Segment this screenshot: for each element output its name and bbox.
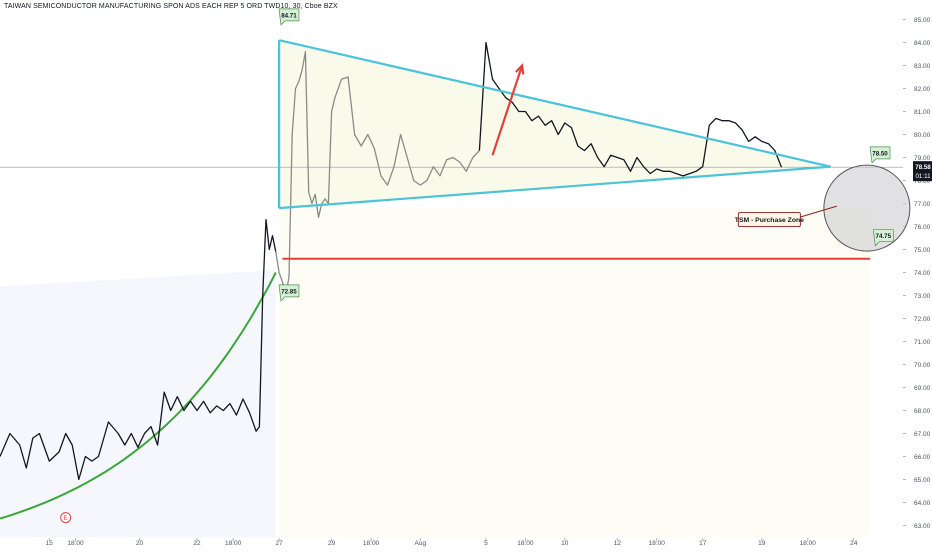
y-tick-label: 77.00 [914,201,931,208]
zone-fill-band [279,208,871,537]
triangle-lower-line [279,165,831,210]
price-label-box [872,229,894,247]
purchase-zone-circle [823,164,911,252]
y-tick-label: 82.00 [914,86,931,93]
x-tick-label: 20 [136,540,144,547]
last-price-countdown: 01:11 [915,173,931,180]
x-tick-label: 18:00 [363,540,380,547]
x-axis: 15 18:00 20 22 18:00 27 29 18:00 Aug 5 18:00 10 12 18… [46,538,858,547]
y-tick-label: 75.00 [914,247,931,254]
y-tick-label: 64.00 [914,500,931,507]
y-tick-label: 73.00 [914,293,931,300]
event-marker-circle [60,512,72,524]
y-tick-label: 68.00 [914,408,931,415]
purchase-zone-callout: TSM - Purchase Zone [735,205,838,228]
x-tick-label: 5 [484,540,488,547]
y-tick-label: 74.00 [914,270,931,277]
x-tick-label: 22 [193,540,201,547]
area-fill-left [0,270,276,537]
price-line-segment-2 [275,51,480,297]
x-tick-label: 29 [328,540,336,547]
callout-text: TSM - Purchase Zone [735,217,804,224]
x-tick-label: 24 [850,540,858,547]
price-label: 84.71 [278,8,300,26]
price-label-text: 78.50 [872,150,888,157]
x-tick-label: 10 [561,540,569,547]
x-tick-label: 18:00 [67,540,84,547]
y-axis: 85.00 84.00 83.00 82.00 81.00 80.00 79.00 78.00… [903,17,931,530]
price-label-box [278,8,300,26]
x-tick-label: 12 [614,540,622,547]
price-line-segment-1 [0,218,277,481]
x-tick-label: 18:00 [517,540,534,547]
price-label-box [278,284,300,302]
x-tick-label: 18:00 [225,540,242,547]
callout-pointer [798,205,838,219]
projection-arrow-head [515,63,525,75]
x-tick-label: Aug [415,540,427,547]
last-price-badge: 78.58 01:11 [913,161,932,182]
event-marker-text: E [64,516,68,522]
price-label: 72.85 [278,284,300,302]
y-tick-label: 78.00 [914,178,931,185]
y-tick-label: 81.00 [914,109,931,116]
x-tick-label: 27 [275,540,283,547]
chart-title: TAIWAN SEMICONDUCTOR MANUFACTURING SPON … [4,3,338,10]
y-tick-label: 70.00 [914,362,931,369]
price-label: 74.75 [872,229,894,247]
y-tick-label: 71.00 [914,339,931,346]
y-tick-label: 69.00 [914,385,931,392]
y-tick-label: 79.00 [914,155,931,162]
y-tick-label: 72.00 [914,316,931,323]
price-label-box [869,146,891,164]
last-price-value: 78.58 [915,164,931,171]
y-tick-label: 67.00 [914,431,931,438]
x-tick-label: 15 [46,540,54,547]
x-tick-label: 19 [758,540,766,547]
y-tick-label: 80.00 [914,132,931,139]
projection-arrow-shaft [491,65,524,156]
x-tick-label: 17 [699,540,707,547]
price-label: 78.50 [869,146,891,164]
y-tick-label: 66.00 [914,454,931,461]
exponential-curve [0,272,277,520]
event-marker: E [60,512,72,524]
triangle-fill [279,40,831,209]
triangle-upper-line [278,39,832,168]
x-tick-label: 18:00 [649,540,666,547]
y-tick-label: 65.00 [914,477,931,484]
y-tick-label: 84.00 [914,40,931,47]
price-label-text: 84.71 [281,12,297,19]
callout-box [737,212,801,228]
x-tick-label: 18:00 [800,540,817,547]
price-label-text: 74.75 [876,233,892,240]
price-line-segment-3 [478,41,783,177]
y-tick-label: 83.00 [914,63,931,70]
price-label-text: 72.85 [281,288,297,295]
y-tick-label: 85.00 [914,17,931,24]
y-tick-label: 76.00 [914,224,931,231]
last-price-badge-box [913,161,932,182]
y-tick-label: 63.00 [914,523,931,530]
